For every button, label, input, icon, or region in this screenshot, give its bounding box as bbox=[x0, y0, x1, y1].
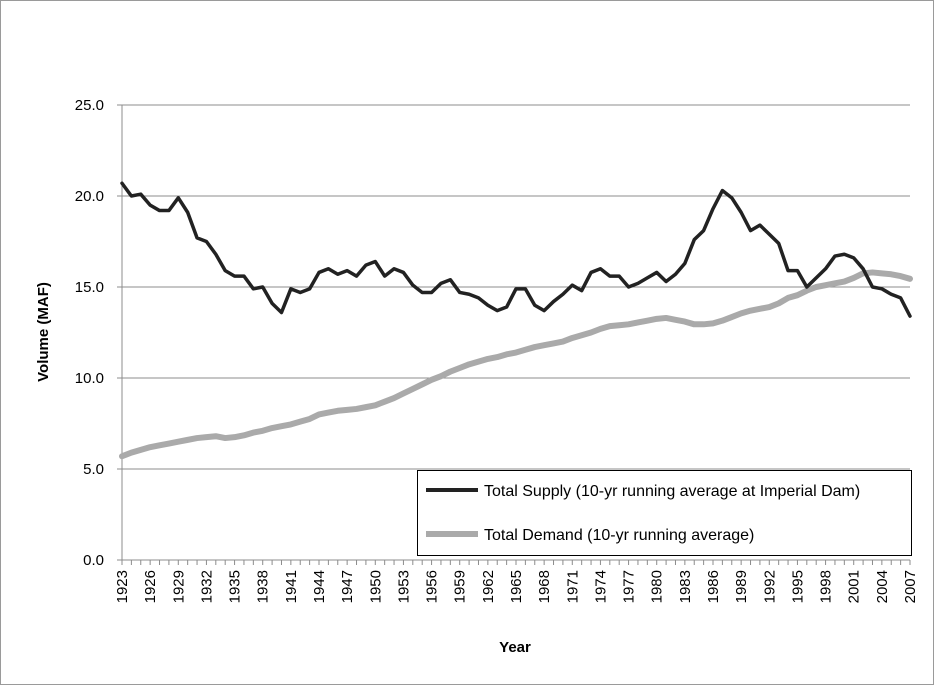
x-tick-label: 1932 bbox=[198, 570, 215, 603]
x-tick-label: 2004 bbox=[874, 570, 891, 603]
x-tick-label: 1923 bbox=[114, 570, 131, 603]
x-tick-label: 1989 bbox=[733, 570, 750, 603]
x-tick-label: 1956 bbox=[424, 570, 441, 603]
x-tick-label: 1980 bbox=[649, 570, 666, 603]
legend-box bbox=[417, 470, 912, 556]
x-tick-label: 1935 bbox=[227, 570, 244, 603]
legend-label-supply: Total Supply (10-yr running average at I… bbox=[484, 483, 860, 500]
x-tick-label: 1998 bbox=[818, 570, 835, 603]
x-tick-label: 1959 bbox=[452, 570, 469, 603]
y-tick-label: 10.0 bbox=[75, 370, 104, 387]
x-tick-label: 1968 bbox=[536, 570, 553, 603]
y-tick-label: 25.0 bbox=[75, 97, 104, 114]
x-tick-label: 1962 bbox=[480, 570, 497, 603]
x-tick-label: 2007 bbox=[902, 570, 919, 603]
x-tick-label: 1983 bbox=[677, 570, 694, 603]
x-tick-label: 1947 bbox=[339, 570, 356, 603]
y-tick-label: 20.0 bbox=[75, 188, 104, 205]
y-tick-label: 5.0 bbox=[83, 461, 104, 478]
y-axis-ticks: 0.0 5.0 10.0 15.0 20.0 25.0 bbox=[75, 97, 122, 569]
x-tick-label: 1950 bbox=[367, 570, 384, 603]
x-axis-ticks: 1923 1926 1929 1932 1935 1938 1941 1944 1947 1950… bbox=[114, 560, 919, 603]
x-tick-label: 1992 bbox=[761, 570, 778, 603]
x-tick-label: 1953 bbox=[395, 570, 412, 603]
x-tick-label: 1974 bbox=[592, 570, 609, 603]
y-axis-title: Volume (MAF) bbox=[35, 282, 52, 382]
y-tick-label: 15.0 bbox=[75, 279, 104, 296]
series-lines bbox=[119, 181, 913, 460]
x-tick-label: 1944 bbox=[311, 570, 328, 603]
x-tick-label: 1929 bbox=[170, 570, 187, 603]
x-tick-label: 1941 bbox=[283, 570, 300, 603]
x-tick-label: 2001 bbox=[846, 570, 863, 603]
series-line-supply bbox=[120, 181, 912, 318]
x-tick-label: 1977 bbox=[621, 570, 638, 603]
x-tick-label: 1971 bbox=[564, 570, 581, 603]
x-tick-label: 1926 bbox=[142, 570, 159, 603]
x-axis-title: Year bbox=[499, 639, 531, 656]
y-tick-label: 0.0 bbox=[83, 552, 104, 569]
x-tick-label: 1965 bbox=[508, 570, 525, 603]
x-tick-label: 1986 bbox=[705, 570, 722, 603]
legend: Total Supply (10-yr running average at I… bbox=[417, 470, 912, 556]
x-tick-label: 1995 bbox=[789, 570, 806, 603]
x-tick-label: 1938 bbox=[255, 570, 272, 603]
series-line-demand bbox=[119, 269, 913, 460]
legend-label-demand: Total Demand (10-yr running average) bbox=[484, 527, 754, 544]
